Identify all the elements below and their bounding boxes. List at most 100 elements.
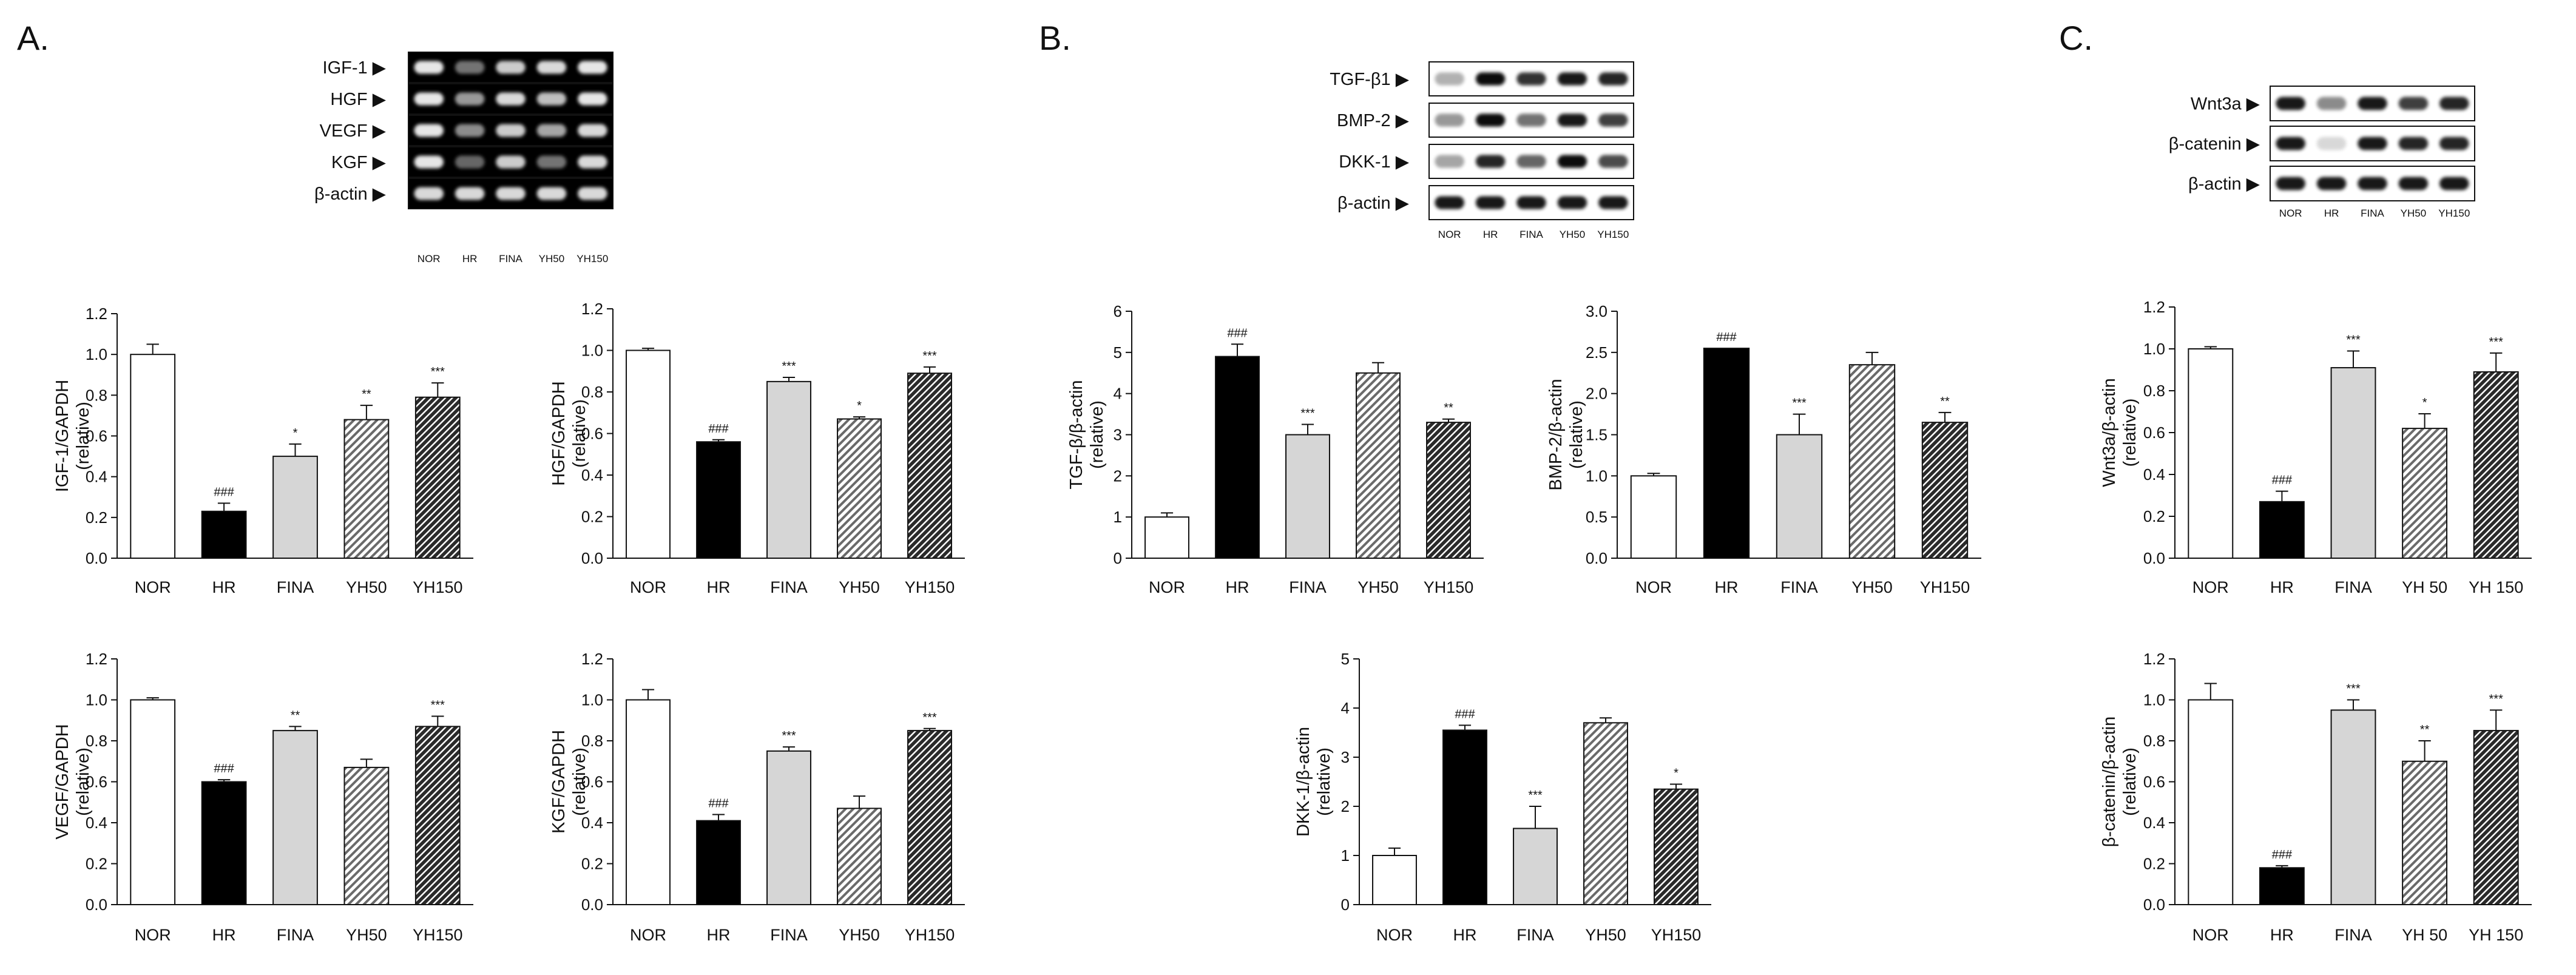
y-tick-label: 4 — [1341, 699, 1350, 717]
lane-label-nor: NOR — [1438, 229, 1461, 240]
bar-hr — [1442, 729, 1487, 905]
y-axis-label: (relative) — [73, 402, 93, 470]
y-tick-label: 1 — [1341, 846, 1350, 865]
y-tick-label: 0.2 — [86, 508, 107, 527]
category-label-yh-50: YH 50 — [2402, 578, 2447, 596]
category-label-yh-50: YH 50 — [2402, 926, 2447, 944]
significance-fina: ** — [291, 709, 300, 722]
category-label-hr: HR — [2270, 578, 2294, 596]
band-actin-nor — [414, 187, 444, 200]
blot-row-label-actin: β-actin ▶ — [2188, 175, 2260, 194]
category-label-nor: NOR — [2192, 926, 2229, 944]
bar-fina — [1513, 828, 1558, 905]
y-axis-label: TGF-β/β-actin — [1067, 380, 1086, 490]
category-label-yh150: YH150 — [413, 926, 463, 944]
bar-yh50 — [837, 808, 882, 905]
bar-fina — [766, 380, 811, 559]
category-label-yh150: YH150 — [1424, 578, 1474, 596]
lane-label-hr: HR — [2324, 207, 2339, 219]
panel-label-a: A. — [17, 19, 49, 57]
category-label-nor: NOR — [135, 926, 171, 944]
category-label-fina: FINA — [770, 578, 808, 596]
significance-hr: ### — [1455, 707, 1475, 721]
band-igf-1-fina — [496, 61, 526, 74]
lane-label-yh50: YH50 — [539, 253, 565, 265]
category-label-yh-150: YH 150 — [2469, 578, 2523, 596]
significance-yh150: *** — [922, 711, 937, 724]
bar-nor — [130, 354, 176, 559]
bar-yh150 — [1426, 422, 1471, 559]
category-label-hr: HR — [1226, 578, 1249, 596]
y-tick-label: 0.6 — [2143, 773, 2165, 791]
category-label-yh150: YH150 — [413, 578, 463, 596]
significance-fina: *** — [1792, 397, 1807, 410]
category-label-yh150: YH150 — [905, 578, 955, 596]
y-tick-label: 1.0 — [581, 691, 603, 709]
blot-row-label-actin: β-actin ▶ — [1337, 194, 1410, 213]
bar-yh150 — [907, 373, 952, 559]
y-tick-label: 0.4 — [2143, 465, 2165, 484]
chart-tgfb-bactin: 0 1 2 3 4 5 6 TGF-β/β-actin (relative) NOR ### HR **… — [1067, 302, 1484, 596]
band-wnt3a-hr — [2316, 96, 2347, 110]
band-tgf-1-hr — [1475, 72, 1506, 86]
y-tick-label: 0.0 — [86, 896, 107, 914]
band-kgf-fina — [496, 155, 526, 169]
y-tick-label: 1.0 — [86, 345, 107, 363]
bar-fina — [1776, 434, 1823, 559]
band-tgf-1-yh150 — [1598, 72, 1628, 86]
blot-row-label-vegf: VEGF ▶ — [320, 121, 387, 141]
lane-label-fina: FINA — [499, 253, 522, 265]
band-bmp-2-yh50 — [1557, 113, 1587, 127]
blot-row-label-tgf-1: TGF-β1 ▶ — [1330, 70, 1410, 89]
bar-yh50 — [343, 766, 390, 905]
lane-label-yh150: YH150 — [576, 253, 608, 265]
blot-row-label-bmp-2: BMP-2 ▶ — [1337, 111, 1410, 130]
y-axis-label: (relative) — [2120, 399, 2140, 467]
bar-hr — [696, 820, 741, 905]
significance-fina: *** — [2346, 333, 2361, 346]
significance-hr: ### — [708, 422, 729, 436]
band-kgf-yh50 — [536, 155, 567, 169]
bar-yh50 — [1583, 722, 1628, 906]
bar-nor — [1144, 516, 1189, 559]
significance-hr: ### — [708, 797, 729, 811]
category-label-yh150: YH150 — [1920, 578, 1970, 596]
chart-igf1-gapdh: 0.0 0.2 0.4 0.6 0.8 1.0 1.2 IGF-1/GAPDH (relativ… — [53, 305, 473, 596]
bar-fina — [1285, 434, 1330, 559]
blot-row-label-catenin: β-catenin ▶ — [2169, 135, 2260, 154]
y-axis-label: (relative) — [1567, 400, 1586, 469]
y-tick-label: 0.0 — [2143, 896, 2165, 914]
bar-yh50 — [1848, 364, 1896, 559]
significance-yh-50: ** — [2420, 723, 2430, 737]
y-tick-label: 1.2 — [86, 650, 107, 668]
lane-label-yh50: YH50 — [1560, 229, 1586, 240]
lane-label-nor: NOR — [418, 253, 441, 265]
y-tick-label: 0.0 — [1586, 549, 1607, 567]
band-kgf-yh150 — [578, 155, 607, 169]
band-bmp-2-fina — [1516, 113, 1546, 127]
band-actin-nor — [1435, 196, 1464, 209]
band-dkk-1-yh50 — [1557, 155, 1587, 168]
blot-row-label-wnt3a: Wnt3a ▶ — [2191, 95, 2260, 114]
lane-label-yh150: YH150 — [1597, 229, 1629, 240]
y-tick-label: 0.8 — [86, 732, 107, 750]
band-hgf-nor — [414, 92, 444, 106]
bar-yh-150 — [2473, 730, 2519, 905]
bar-hr — [1215, 356, 1260, 559]
bar-nor — [626, 699, 671, 905]
bar-yh50 — [343, 419, 390, 559]
significance-fina: *** — [782, 729, 796, 743]
bar-nor — [2188, 699, 2234, 905]
significance-fina: *** — [2346, 683, 2361, 696]
category-label-hr: HR — [212, 926, 236, 944]
y-tick-label: 0.4 — [581, 814, 603, 832]
lane-label-nor: NOR — [2279, 207, 2302, 219]
band-vegf-nor — [414, 124, 444, 137]
band-actin-yh150 — [578, 187, 607, 200]
band-actin-fina — [1516, 196, 1546, 209]
bar-nor — [2188, 348, 2234, 559]
chart-bcatenin-bactin: 0.0 0.2 0.4 0.6 0.8 1.0 1.2 β-catenin/β-actin (r… — [2100, 650, 2532, 944]
y-tick-label: 1.2 — [581, 650, 603, 668]
band-igf-1-nor — [414, 61, 444, 74]
bar-fina — [272, 456, 318, 559]
